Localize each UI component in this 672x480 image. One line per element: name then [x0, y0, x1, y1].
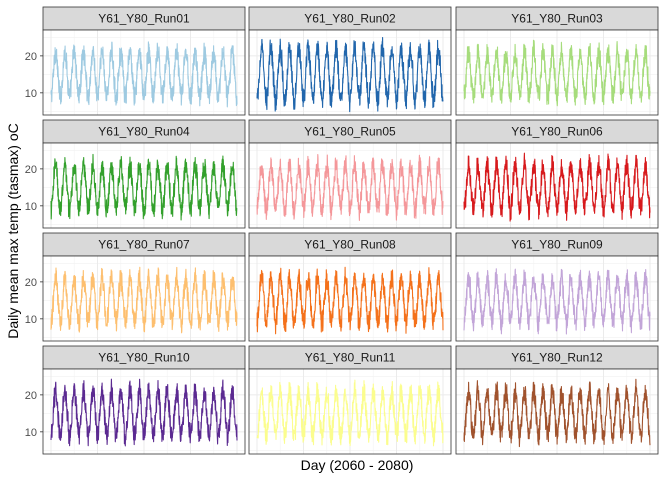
strip-label: Y61_Y80_Run05: [304, 125, 396, 139]
facet-panel: Y61_Y80_Run01 10 20: [25, 6, 246, 116]
panel-border: [42, 255, 246, 342]
series-line: [463, 152, 651, 222]
series-line: [50, 153, 238, 221]
series-line: [463, 378, 651, 448]
strip-label: Y61_Y80_Run04: [98, 125, 190, 139]
series-line: [50, 266, 238, 334]
panel-border: [455, 29, 659, 116]
strip-label: Y61_Y80_Run01: [98, 12, 190, 26]
strip-label: Y61_Y80_Run08: [304, 238, 396, 252]
strip-label: Y61_Y80_Run09: [511, 238, 603, 252]
y-tick-label: 10: [25, 88, 37, 100]
y-tick-label: 20: [25, 390, 37, 402]
strip-label: Y61_Y80_Run06: [511, 125, 603, 139]
facet-panel: Y61_Y80_Run10 10 20: [25, 345, 246, 455]
series-line: [50, 378, 238, 447]
series-line: [256, 154, 444, 221]
y-tick-label: 10: [25, 427, 37, 439]
y-tick-label: 10: [25, 201, 37, 213]
y-axis-title: Daily mean max temp (tasmax) oC: [5, 123, 21, 339]
facet-panel: Y61_Y80_Run04 10 20: [25, 119, 246, 229]
series-line: [256, 36, 444, 113]
strip-label: Y61_Y80_Run07: [98, 238, 190, 252]
strip-label: Y61_Y80_Run02: [304, 12, 396, 26]
strip-label: Y61_Y80_Run11: [305, 351, 396, 365]
panel-border: [455, 142, 659, 229]
panel-border: [248, 29, 452, 116]
panel-border: [42, 142, 246, 229]
facet-panel: Y61_Y80_Run03: [455, 6, 659, 116]
facet-panel: Y61_Y80_Run11: [248, 345, 452, 455]
y-tick-label: 20: [25, 277, 37, 289]
y-tick-label: 20: [25, 164, 37, 176]
series-line: [256, 379, 444, 447]
strip-label: Y61_Y80_Run10: [98, 351, 190, 365]
panel-border: [42, 368, 246, 455]
facet-panel: Y61_Y80_Run08: [248, 232, 452, 342]
y-tick-label: 10: [25, 314, 37, 326]
facet-panel: Y61_Y80_Run12: [455, 345, 659, 455]
y-tick-label: 20: [25, 51, 37, 63]
facet-panel: Y61_Y80_Run09: [455, 232, 659, 342]
strip-label: Y61_Y80_Run12: [511, 351, 603, 365]
panel-border: [248, 368, 452, 455]
facet-panel: Y61_Y80_Run06: [455, 119, 659, 229]
series-line: [463, 39, 651, 107]
panel-border: [248, 142, 452, 229]
series-line: [50, 41, 238, 108]
facet-panel: Y61_Y80_Run05: [248, 119, 452, 229]
panel-border: [455, 368, 659, 455]
strip-label: Y61_Y80_Run03: [511, 12, 603, 26]
panel-border: [248, 255, 452, 342]
panel-border: [455, 255, 659, 342]
x-axis-title: Day (2060 - 2080): [301, 457, 414, 473]
panel-border: [42, 29, 246, 116]
facet-panel: Y61_Y80_Run02: [248, 6, 452, 116]
series-line: [463, 268, 651, 335]
facet-panel: Y61_Y80_Run07 10 20: [25, 232, 246, 342]
series-line: [256, 266, 444, 335]
facet-panels: Y61_Y80_Run01 10 20 Y61_Y80_Run02 Y61_Y80_Ru…: [25, 6, 659, 455]
